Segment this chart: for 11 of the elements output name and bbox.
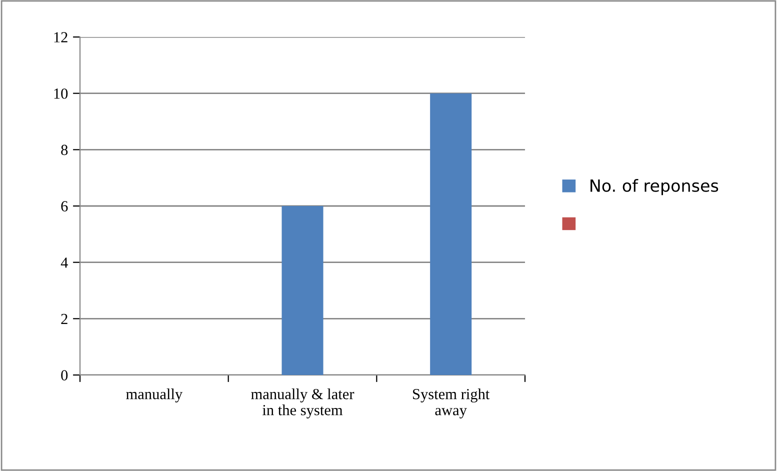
y-tick-label: 4	[60, 258, 68, 268]
x-tick-label: manually	[126, 388, 183, 402]
y-tick-label: 6	[61, 201, 68, 212]
x-tick-label: System right away	[413, 388, 490, 418]
y-tick-label: 8	[61, 144, 68, 156]
y-tick-label: 12	[54, 32, 68, 42]
x-tick-label: manually & later in the system	[251, 388, 354, 418]
y-tick-label: 10	[54, 88, 68, 99]
legend-label: No. of reponses	[590, 179, 718, 196]
y-tick-label: 2	[61, 314, 68, 324]
y-tick-label: 0	[61, 370, 68, 380]
